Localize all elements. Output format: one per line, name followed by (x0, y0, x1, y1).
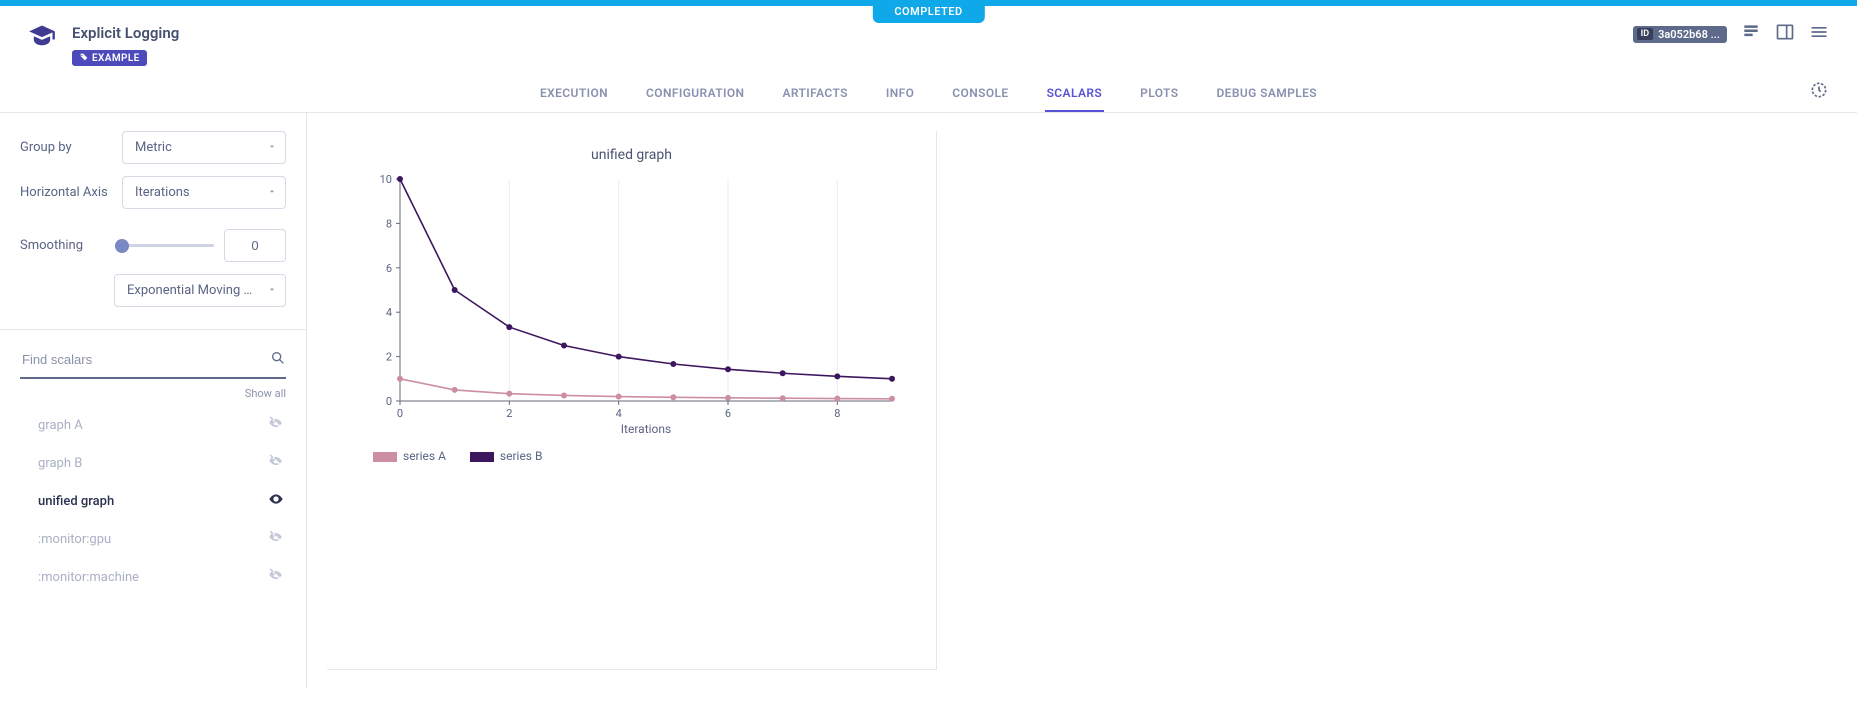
page-title: Explicit Logging (72, 24, 179, 42)
eye-off-icon[interactable] (268, 567, 284, 587)
search-input[interactable] (20, 348, 270, 371)
svg-text:Iterations: Iterations (620, 422, 670, 436)
legend-swatch (470, 452, 494, 462)
svg-text:8: 8 (834, 407, 840, 420)
svg-text:0: 0 (385, 395, 391, 408)
tab-scalars[interactable]: SCALARS (1045, 76, 1105, 112)
scalar-label: graph A (38, 418, 83, 433)
smoothing-slider[interactable] (122, 244, 214, 247)
scalar-item[interactable]: :monitor:gpu (20, 520, 286, 558)
scalar-label: unified graph (38, 494, 114, 509)
eye-off-icon[interactable] (268, 415, 284, 435)
scalar-item[interactable]: graph A (20, 406, 286, 444)
header: Explicit Logging EXAMPLE ID 3a052b68 ... (0, 6, 1857, 66)
svg-text:4: 4 (385, 306, 391, 319)
eye-icon[interactable] (268, 491, 284, 511)
legend-item[interactable]: series A (373, 449, 446, 463)
smoothing-method-dropdown[interactable]: Exponential Moving Ave... (114, 274, 286, 307)
scalar-item[interactable]: unified graph (20, 482, 286, 520)
example-tag: EXAMPLE (72, 50, 147, 66)
graduation-cap-icon (28, 22, 56, 54)
legend-item[interactable]: series B (470, 449, 543, 463)
chevron-down-icon (267, 140, 277, 155)
legend-label: series B (500, 449, 543, 463)
chart-legend: series A series B (373, 449, 920, 463)
tab-plots[interactable]: PLOTS (1138, 76, 1180, 112)
svg-text:8: 8 (385, 217, 391, 230)
smoothing-method-value: Exponential Moving Ave... (127, 283, 275, 298)
refresh-icon[interactable] (1809, 80, 1829, 104)
chart-title: unified graph (343, 147, 920, 163)
horizontal-axis-value: Iterations (135, 185, 190, 200)
slider-thumb[interactable] (115, 239, 129, 253)
smoothing-input[interactable] (224, 229, 286, 262)
svg-text:10: 10 (379, 173, 391, 186)
svg-text:2: 2 (506, 407, 512, 420)
scalar-label: graph B (38, 456, 82, 471)
notes-icon[interactable] (1741, 22, 1761, 46)
svg-text:6: 6 (724, 407, 730, 420)
search-icon[interactable] (270, 350, 286, 370)
eye-off-icon[interactable] (268, 529, 284, 549)
horizontal-axis-label: Horizontal Axis (20, 185, 112, 200)
tag-label: EXAMPLE (92, 53, 140, 64)
tabs-row: EXECUTION CONFIGURATION ARTIFACTS INFO CONSO… (0, 76, 1857, 113)
tab-execution[interactable]: EXECUTION (538, 76, 610, 112)
id-value: 3a052b68 ... (1658, 28, 1720, 41)
scalar-item[interactable]: graph B (20, 444, 286, 482)
legend-label: series A (403, 449, 446, 463)
id-chip[interactable]: ID 3a052b68 ... (1633, 26, 1727, 43)
svg-text:4: 4 (615, 407, 621, 420)
svg-text:6: 6 (385, 262, 391, 275)
smoothing-label: Smoothing (20, 238, 112, 253)
tab-debug-samples[interactable]: DEBUG SAMPLES (1214, 76, 1319, 112)
svg-text:0: 0 (396, 407, 402, 420)
chart-area: unified graph 0 2 4 6 8 10 0 2 4 6 8 Iterations ser… (307, 113, 1857, 688)
scalar-label: :monitor:gpu (38, 532, 111, 547)
group-by-value: Metric (135, 140, 172, 155)
tab-info[interactable]: INFO (884, 76, 916, 112)
divider (0, 329, 306, 330)
svg-text:2: 2 (385, 351, 391, 364)
legend-swatch (373, 452, 397, 462)
group-by-label: Group by (20, 140, 112, 155)
chart-plot[interactable]: 0 2 4 6 8 10 0 2 4 6 8 Iterations (352, 167, 912, 437)
group-by-dropdown[interactable]: Metric (122, 131, 286, 164)
sidebar: Group by Metric Horizontal Axis Iteratio… (0, 113, 307, 688)
horizontal-axis-dropdown[interactable]: Iterations (122, 176, 286, 209)
scalar-item[interactable]: :monitor:machine (20, 558, 286, 596)
tab-configuration[interactable]: CONFIGURATION (644, 76, 746, 112)
scalar-label: :monitor:machine (38, 570, 139, 585)
eye-off-icon[interactable] (268, 453, 284, 473)
chart-card: unified graph 0 2 4 6 8 10 0 2 4 6 8 Iterations ser… (327, 131, 937, 670)
chevron-down-icon (267, 185, 277, 200)
tag-icon (79, 52, 89, 62)
layout-split-icon[interactable] (1775, 22, 1795, 46)
id-label: ID (1637, 28, 1653, 40)
tab-console[interactable]: CONSOLE (950, 76, 1010, 112)
tab-artifacts[interactable]: ARTIFACTS (780, 76, 849, 112)
show-all-link[interactable]: Show all (20, 387, 286, 400)
menu-icon[interactable] (1809, 22, 1829, 46)
